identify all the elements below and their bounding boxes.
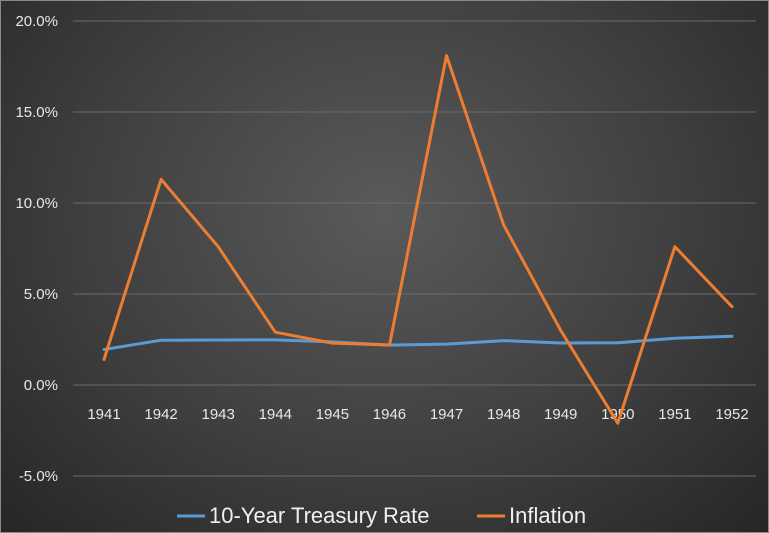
y-axis-ticks: 20.0% 15.0% 10.0% 5.0% 0.0% -5.0% (15, 13, 58, 485)
x-tick-label: 1945 (316, 406, 349, 423)
x-tick-label: 1952 (715, 406, 748, 423)
y-tick-label: 20.0% (15, 13, 58, 30)
x-axis-ticks: 1941 1942 1943 1944 1945 1946 1947 1948 1949 1950… (87, 406, 748, 423)
series-line-inflation (102, 54, 734, 425)
y-tick-label: 0.0% (24, 377, 58, 394)
x-tick-label: 1948 (487, 406, 520, 423)
x-tick-label: 1942 (144, 406, 177, 423)
y-tick-label: -5.0% (19, 468, 58, 485)
x-tick-label: 1944 (259, 406, 292, 423)
x-tick-label: 1951 (658, 406, 691, 423)
gridlines (73, 20, 756, 477)
y-tick-label: 10.0% (15, 195, 58, 212)
series-lines (102, 54, 734, 425)
legend-label-treasury: 10-Year Treasury Rate (209, 503, 430, 528)
x-tick-label: 1943 (201, 406, 234, 423)
x-tick-label: 1949 (544, 406, 577, 423)
x-tick-label: 1946 (373, 406, 406, 423)
legend: 10-Year Treasury Rate Inflation (177, 503, 586, 528)
y-tick-label: 5.0% (24, 286, 58, 303)
x-tick-label: 1941 (87, 406, 120, 423)
x-tick-label: 1947 (430, 406, 463, 423)
y-tick-label: 15.0% (15, 104, 58, 121)
series-line-treasury (102, 334, 734, 351)
legend-label-inflation: Inflation (509, 503, 586, 528)
